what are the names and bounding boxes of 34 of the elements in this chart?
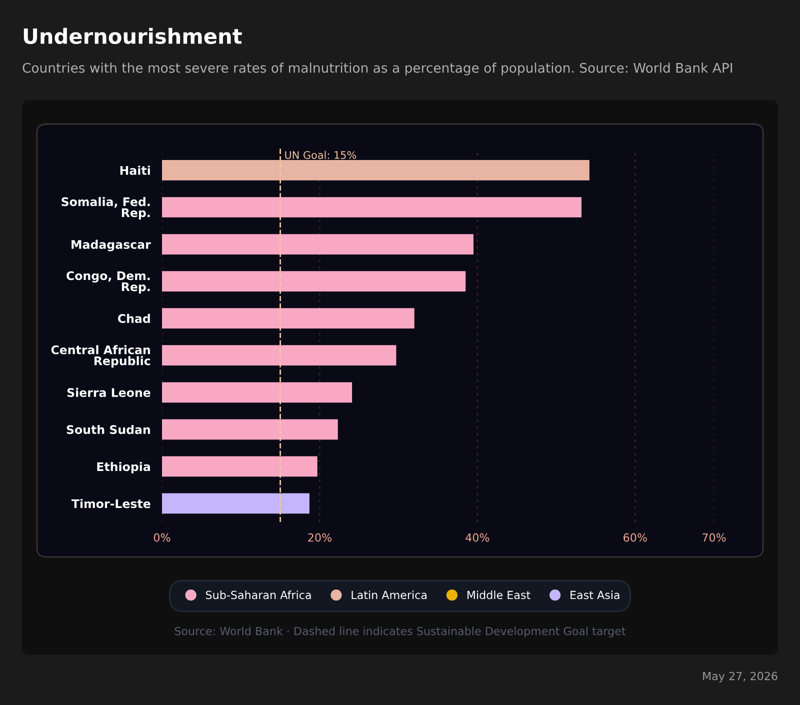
x-tick-label: 60% xyxy=(624,533,647,542)
legend-label: Latin America xyxy=(352,590,426,600)
x-tick-label: 0% xyxy=(154,533,170,542)
y-tick-label: Sierra Leone xyxy=(67,388,150,398)
y-tick-label: Somalia, Fed. Rep. xyxy=(62,197,150,220)
chart-title: Undernourishment xyxy=(24,28,242,44)
x-tick-label: 70% xyxy=(702,533,726,542)
text: May 27, 2026 xyxy=(703,672,778,682)
x-tick-label: 40% xyxy=(466,533,490,542)
bar xyxy=(162,419,338,440)
bar xyxy=(162,197,582,218)
bar xyxy=(162,382,352,403)
chart-subtitle: Countries with the most severe rates of malnutrition as a percentage of population. Source: World Bank API xyxy=(22,62,732,76)
y-tick-label: Central African Republic xyxy=(51,345,150,368)
bar xyxy=(162,160,590,180)
y-tick-label: Timor-Leste xyxy=(72,499,150,508)
bar xyxy=(162,271,466,292)
y-tick-label: South Sudan xyxy=(66,424,150,434)
y-tick-label: Ethiopia xyxy=(97,462,150,474)
bar xyxy=(162,456,318,477)
source-note: Source: World Bank · Dashed line indicates Sustainable Development Goal target xyxy=(174,626,626,638)
y-tick-label: Chad xyxy=(118,314,150,323)
bar xyxy=(162,345,396,366)
ref-line-label: UN Goal: 15% xyxy=(285,150,356,159)
y-tick-label: Madagascar xyxy=(72,240,151,252)
y-tick-label: Haiti xyxy=(120,166,150,175)
legend-label: East Asia xyxy=(570,590,620,600)
bar xyxy=(162,234,474,254)
bar xyxy=(162,493,310,514)
legend-label: Middle East xyxy=(467,590,530,600)
bar xyxy=(162,308,414,329)
y-tick-label: Congo, Dem. Rep. xyxy=(66,271,150,294)
x-tick-label: 20% xyxy=(308,533,332,542)
legend-label: Sub-Saharan Africa xyxy=(206,590,311,600)
